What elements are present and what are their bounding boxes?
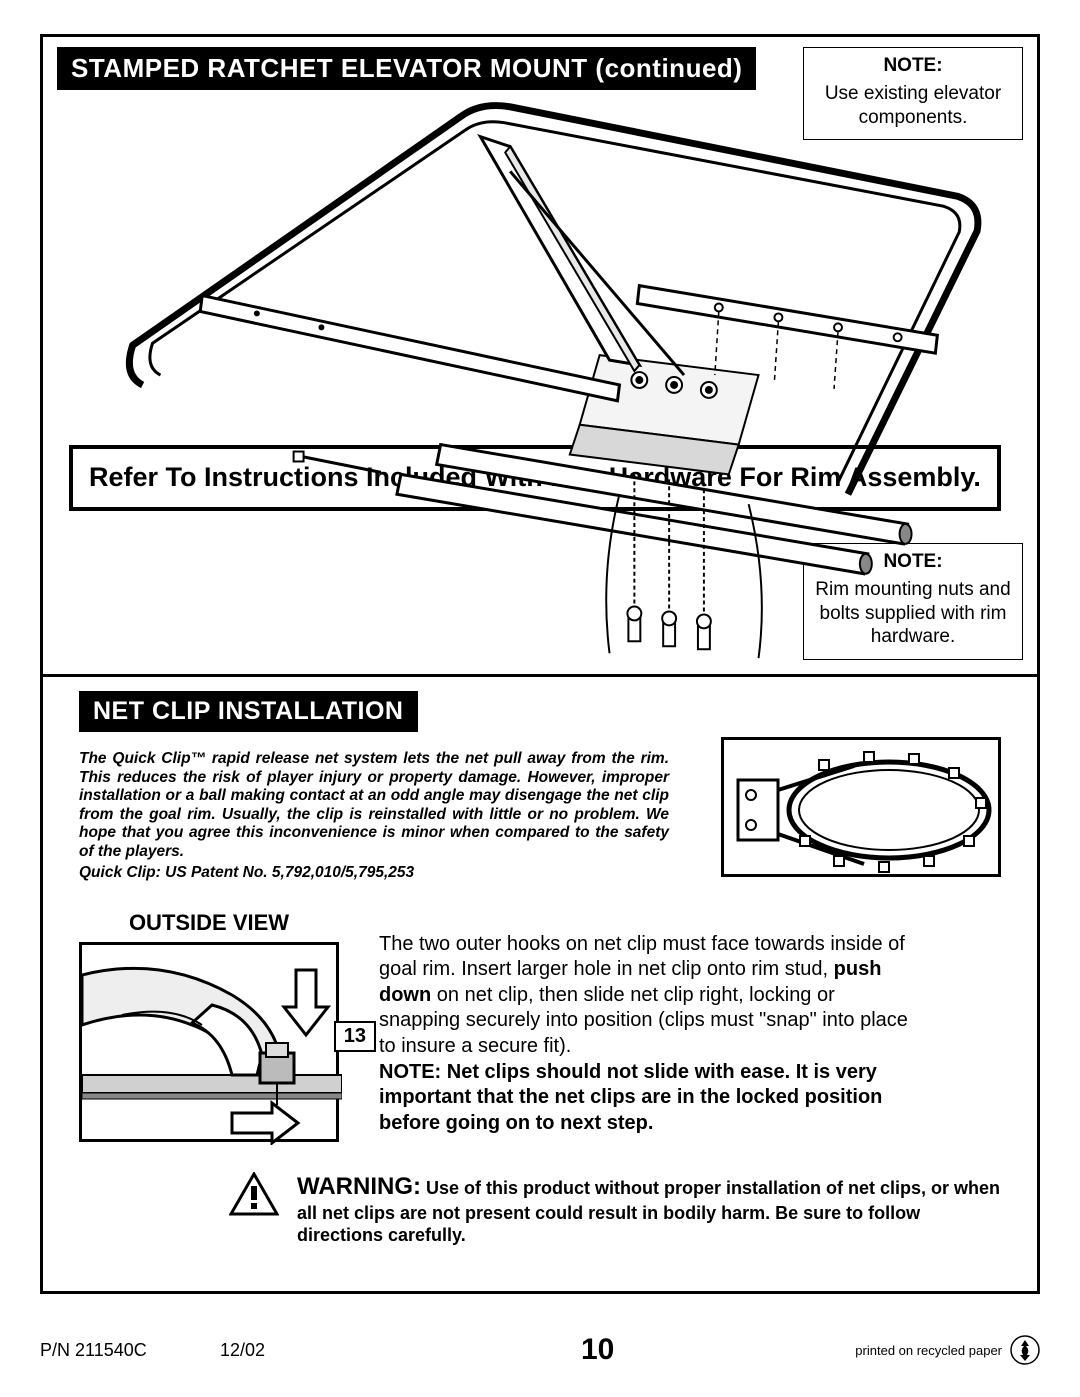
recycle-icon [1010, 1335, 1040, 1365]
outer-frame: STAMPED RATCHET ELEVATOR MOUNT (continue… [40, 34, 1040, 1294]
part-number: P/N 211540C [40, 1340, 220, 1361]
section2-title: NET CLIP INSTALLATION [79, 691, 418, 732]
inst-part1: The two outer hooks on net clip must fac… [379, 933, 905, 981]
section-ratchet-mount: STAMPED RATCHET ELEVATOR MOUNT (continue… [43, 37, 1037, 677]
outside-view-column: OUTSIDE VIEW [79, 910, 339, 1142]
instruction-text: The two outer hooks on net clip must fac… [379, 932, 919, 1137]
inst-note: NOTE: Net clips should not slide with ea… [379, 1061, 882, 1134]
warning-text: WARNING: Use of this product without pro… [297, 1172, 1001, 1247]
outside-view-figure: 13 [79, 942, 339, 1142]
inst-part2: on net clip, then slide net clip right, … [379, 984, 908, 1057]
assembly-diagram [83, 77, 997, 663]
note-label: NOTE: [814, 54, 1012, 78]
outside-view-row: OUTSIDE VIEW [79, 910, 1001, 1142]
warning-icon [229, 1172, 279, 1216]
outside-view-label: OUTSIDE VIEW [79, 910, 339, 936]
page-footer: P/N 211540C 12/02 10 printed on recycled… [40, 1333, 1040, 1367]
footer-date: 12/02 [220, 1340, 340, 1361]
rim-figure [721, 737, 1001, 877]
section-net-clip: NET CLIP INSTALLATION The Quick Clip™ ra… [43, 677, 1037, 1291]
page: STAMPED RATCHET ELEVATOR MOUNT (continue… [0, 0, 1080, 1397]
step-number-badge: 13 [334, 1021, 376, 1052]
warning-row: WARNING: Use of this product without pro… [79, 1172, 1001, 1247]
warning-label: WARNING: [297, 1173, 421, 1200]
intro-paragraph: The Quick Clip™ rapid release net system… [79, 750, 669, 862]
page-number: 10 [340, 1333, 855, 1367]
recycled-text: printed on recycled paper [855, 1343, 1002, 1358]
